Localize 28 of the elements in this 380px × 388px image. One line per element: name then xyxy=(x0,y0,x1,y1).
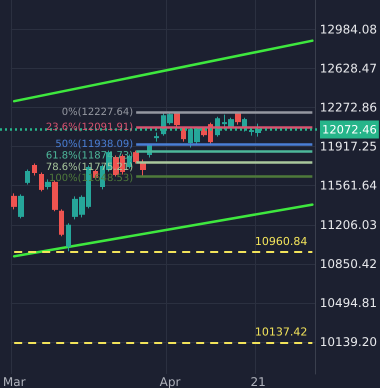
x-tick-label: 21 xyxy=(250,375,266,388)
ref-line-label: 0%(12227.64) xyxy=(62,106,134,118)
ref-line-label: 23.6%(12091.91) xyxy=(46,122,134,133)
ref-line-label: 12072.46 xyxy=(322,122,377,137)
x-tick-label: Mar xyxy=(2,375,26,388)
y-tick-label: 10494.81 xyxy=(320,296,378,310)
candlestick xyxy=(32,162,37,176)
y-tick-label: 10139.20 xyxy=(320,335,378,350)
candlestick xyxy=(174,112,180,128)
ref-line-label: 10137.42 xyxy=(254,325,308,338)
candlestick xyxy=(66,222,71,252)
y-tick-label: 12984.08 xyxy=(320,22,378,36)
candlestick xyxy=(25,169,30,185)
candlestick xyxy=(154,132,159,142)
y-tick-label: 11206.03 xyxy=(320,218,378,232)
ref-line-label: 10960.84 xyxy=(254,234,308,248)
candlestick xyxy=(45,178,51,190)
y-tick-label: 10850.42 xyxy=(320,256,378,271)
candlestick xyxy=(59,208,64,237)
y-tick-label: 11561.64 xyxy=(320,178,378,193)
candlestick xyxy=(18,194,24,219)
ref-line-label: 50%(11938.09) xyxy=(55,138,134,150)
candlestick xyxy=(39,172,44,192)
candlestick xyxy=(11,192,17,210)
y-tick-label: 12628.47 xyxy=(320,61,378,76)
y-tick-label: 11917.25 xyxy=(320,140,378,154)
candlestick xyxy=(133,150,139,164)
y-tick-label: 12272.86 xyxy=(320,100,378,114)
